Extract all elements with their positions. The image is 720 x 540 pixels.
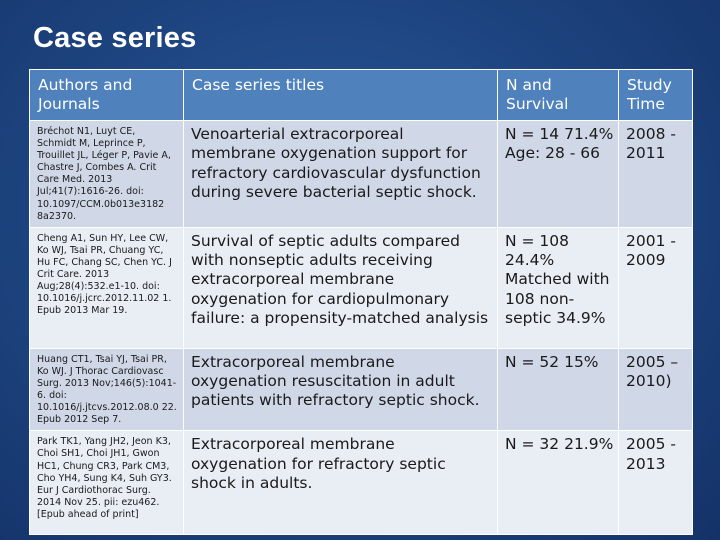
slide-title: Case series — [33, 22, 197, 54]
cell-authors: Park TK1, Yang JH2, Jeon K3, Choi SH1, C… — [29, 430, 184, 536]
cell-title: Venoarterial extracorporeal membrane oxy… — [183, 120, 498, 228]
cell-study-time: 2005 – 2010) — [618, 347, 693, 432]
cell-authors: Cheng A1, Sun HY, Lee CW, Ko WJ, Tsai PR… — [29, 226, 184, 349]
header-titles: Case series titles — [183, 69, 498, 121]
cell-title: Survival of septic adults compared with … — [183, 226, 498, 349]
table-row: Cheng A1, Sun HY, Lee CW, Ko WJ, Tsai PR… — [29, 226, 693, 349]
cell-n-survival: N = 32 21.9% — [497, 430, 619, 536]
table-row: Park TK1, Yang JH2, Jeon K3, Choi SH1, C… — [29, 430, 693, 536]
cell-study-time: 2005 - 2013 — [618, 430, 693, 536]
table-header-row: Authors and Journals Case series titles … — [29, 69, 693, 121]
table-row: Bréchot N1, Luyt CE, Schmidt M, Leprince… — [29, 120, 693, 228]
header-study-time: Study Time — [618, 69, 693, 121]
table-row: Huang CT1, Tsai YJ, Tsai PR, Ko WJ. J Th… — [29, 347, 693, 432]
cell-study-time: 2001 - 2009 — [618, 226, 693, 349]
cell-n-survival: N = 108 24.4% Matched with 108 non-septi… — [497, 226, 619, 349]
header-authors: Authors and Journals — [29, 69, 184, 121]
cell-study-time: 2008 - 2011 — [618, 120, 693, 228]
case-series-table: Authors and Journals Case series titles … — [29, 69, 693, 536]
cell-title: Extracorporeal membrane oxygenation resu… — [183, 347, 498, 432]
cell-authors: Huang CT1, Tsai YJ, Tsai PR, Ko WJ. J Th… — [29, 347, 184, 432]
cell-n-survival: N = 52 15% — [497, 347, 619, 432]
cell-title: Extracorporeal membrane oxygenation for … — [183, 430, 498, 536]
cell-n-survival: N = 14 71.4% Age: 28 - 66 — [497, 120, 619, 228]
cell-authors: Bréchot N1, Luyt CE, Schmidt M, Leprince… — [29, 120, 184, 228]
header-n-survival: N and Survival — [497, 69, 619, 121]
